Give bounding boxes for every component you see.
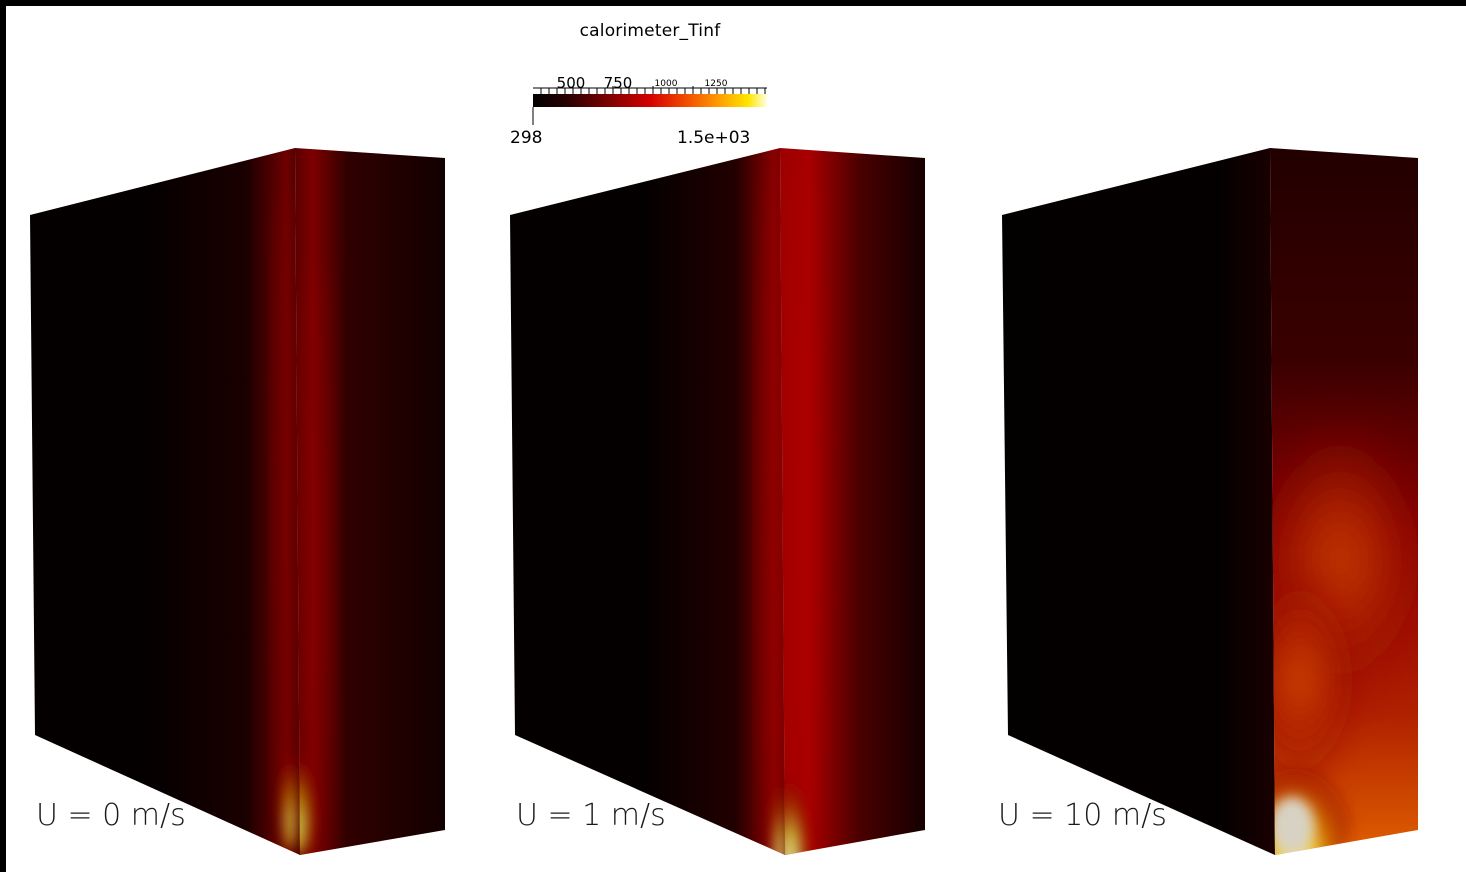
colorbar-tick-label: 1250: [704, 79, 728, 89]
colorbar-tick-label: 500: [556, 74, 586, 92]
colorbar-ramp: [533, 94, 767, 107]
case-label-u1: U = 1 m/s: [516, 798, 666, 833]
colorbar-title: calorimeter_Tinf: [579, 21, 721, 41]
box-u10: [1002, 148, 1418, 855]
case-label-u0: U = 0 m/s: [36, 798, 186, 833]
colorbar-ticks: [532, 86, 767, 125]
colorbar: [532, 86, 767, 125]
box-u1: [510, 148, 925, 855]
colorbar-tick-label: 750: [603, 74, 633, 92]
box-u0: [30, 148, 445, 855]
colorbar-range-min: 298: [510, 128, 543, 148]
colorbar-range-max: 1.5e+03: [677, 128, 751, 148]
colorbar-tick-label: 1000: [654, 79, 678, 89]
case-label-u10: U = 10 m/s: [998, 798, 1167, 833]
